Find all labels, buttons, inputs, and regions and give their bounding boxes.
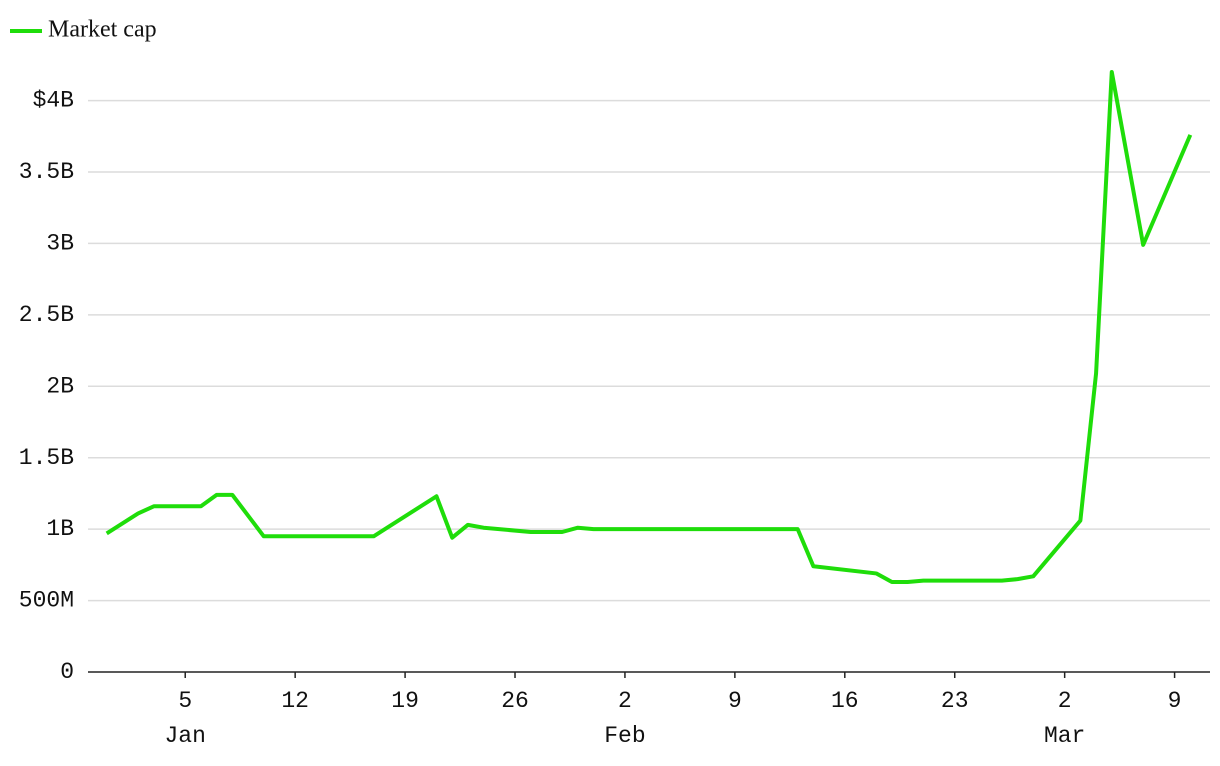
legend-label: Market cap [48, 17, 157, 43]
x-tick-label: 9 [728, 688, 742, 714]
month-label: Mar [1044, 723, 1085, 749]
x-tick-label: 2 [618, 688, 632, 714]
data-line [105, 70, 1193, 584]
x-tick-label: 19 [391, 688, 419, 714]
y-tick-label: 2.5B [19, 302, 74, 328]
y-tick-label: 1.5B [19, 445, 74, 471]
x-tick-label: 5 [178, 688, 192, 714]
x-tick-label: 9 [1168, 688, 1182, 714]
month-label: Feb [604, 723, 645, 749]
y-tick-label: 3.5B [19, 159, 74, 185]
month-label: Jan [165, 723, 206, 749]
x-tick-label: 16 [831, 688, 859, 714]
x-tick-label: 23 [941, 688, 969, 714]
y-tick-label: 3B [46, 231, 74, 257]
y-tick-label: 0 [60, 659, 74, 685]
y-tick-label: $4B [33, 88, 74, 114]
x-tick-label: 12 [281, 688, 309, 714]
x-tick-label: 2 [1058, 688, 1072, 714]
x-tick-label: 26 [501, 688, 529, 714]
y-tick-label: 500M [19, 588, 74, 614]
y-tick-label: 1B [46, 516, 74, 542]
y-tick-label: 2B [46, 373, 74, 399]
